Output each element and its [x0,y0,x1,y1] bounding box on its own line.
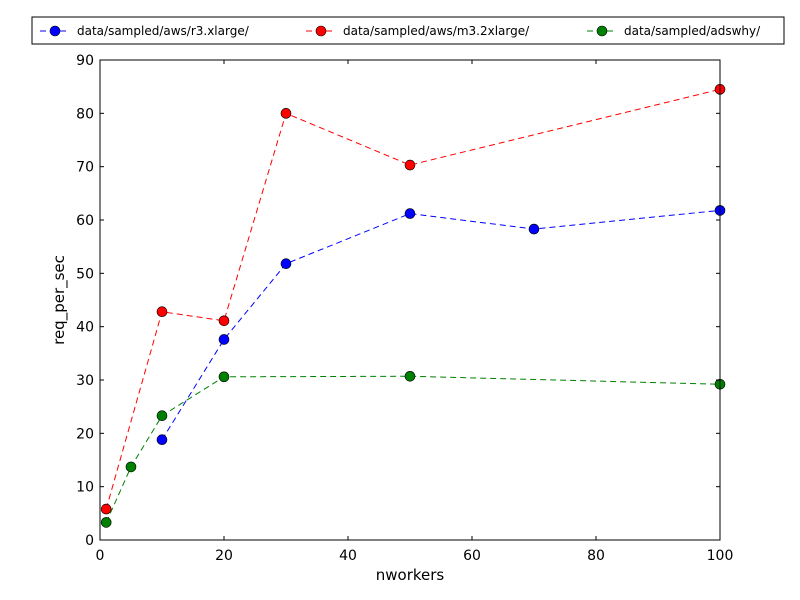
y-tick-label: 30 [76,373,94,389]
y-axis-label: req_per_sec [50,255,69,345]
legend-entry-1: data/sampled/aws/r3.xlarge/ [40,24,250,38]
x-tick-label: 20 [215,548,233,564]
y-tick-label: 60 [76,213,94,229]
x-tick-label: 0 [96,548,105,564]
data-point [280,258,292,270]
y-tick-label: 50 [76,266,94,282]
data-point [156,434,168,446]
series-line [161,209,721,440]
data-point [218,371,230,383]
data-point [100,503,112,515]
series-line [105,88,721,510]
legend-entry-2: data/sampled/aws/m3.2xlarge/ [306,24,530,38]
data-point [404,159,416,171]
x-tick-label: 60 [463,548,481,564]
legend-label: data/sampled/aws/r3.xlarge/ [77,24,250,38]
legend-marker [315,25,327,37]
plot-area: 0 20 40 60 80 100 0 10 20 30 40 50 60 70 80 90 [76,53,733,564]
y-tick-label: 0 [85,533,94,549]
series-2 [100,84,726,515]
y-tick-label: 70 [76,160,94,176]
plot-background [100,60,720,540]
data-point [156,306,168,318]
legend-frame [31,16,785,45]
data-point [528,223,540,235]
data-point [280,108,292,119]
data-point [156,410,168,422]
data-point [100,517,112,528]
y-tick-label: 20 [76,426,94,442]
ticks-layer: 0 20 40 60 80 100 0 10 20 30 40 50 60 70 80 90 [76,53,733,564]
y-tick-label: 40 [76,320,94,336]
x-tick-label: 100 [707,548,734,564]
legend-marker [596,25,608,37]
data-point [218,315,230,327]
x-axis-label: nworkers [376,566,445,584]
series-line [105,375,721,523]
plot-border [99,59,721,541]
data-point [404,208,416,219]
data-point [218,334,230,345]
y-tick-label: 10 [76,480,94,496]
y-tick-label: 90 [76,53,94,69]
x-tick-label: 80 [587,548,605,564]
data-point [125,461,137,473]
series-layer [100,84,726,528]
series-1 [156,205,726,446]
legend-entry-3: data/sampled/adswhy/ [587,24,761,38]
legend: data/sampled/aws/r3.xlarge/data/sampled/… [31,16,785,45]
legend-marker [49,25,61,37]
data-point [404,370,416,382]
y-tick-label: 80 [76,106,94,122]
x-tick-label: 40 [339,548,357,564]
legend-label: data/sampled/adswhy/ [624,24,761,38]
legend-label: data/sampled/aws/m3.2xlarge/ [343,24,530,38]
